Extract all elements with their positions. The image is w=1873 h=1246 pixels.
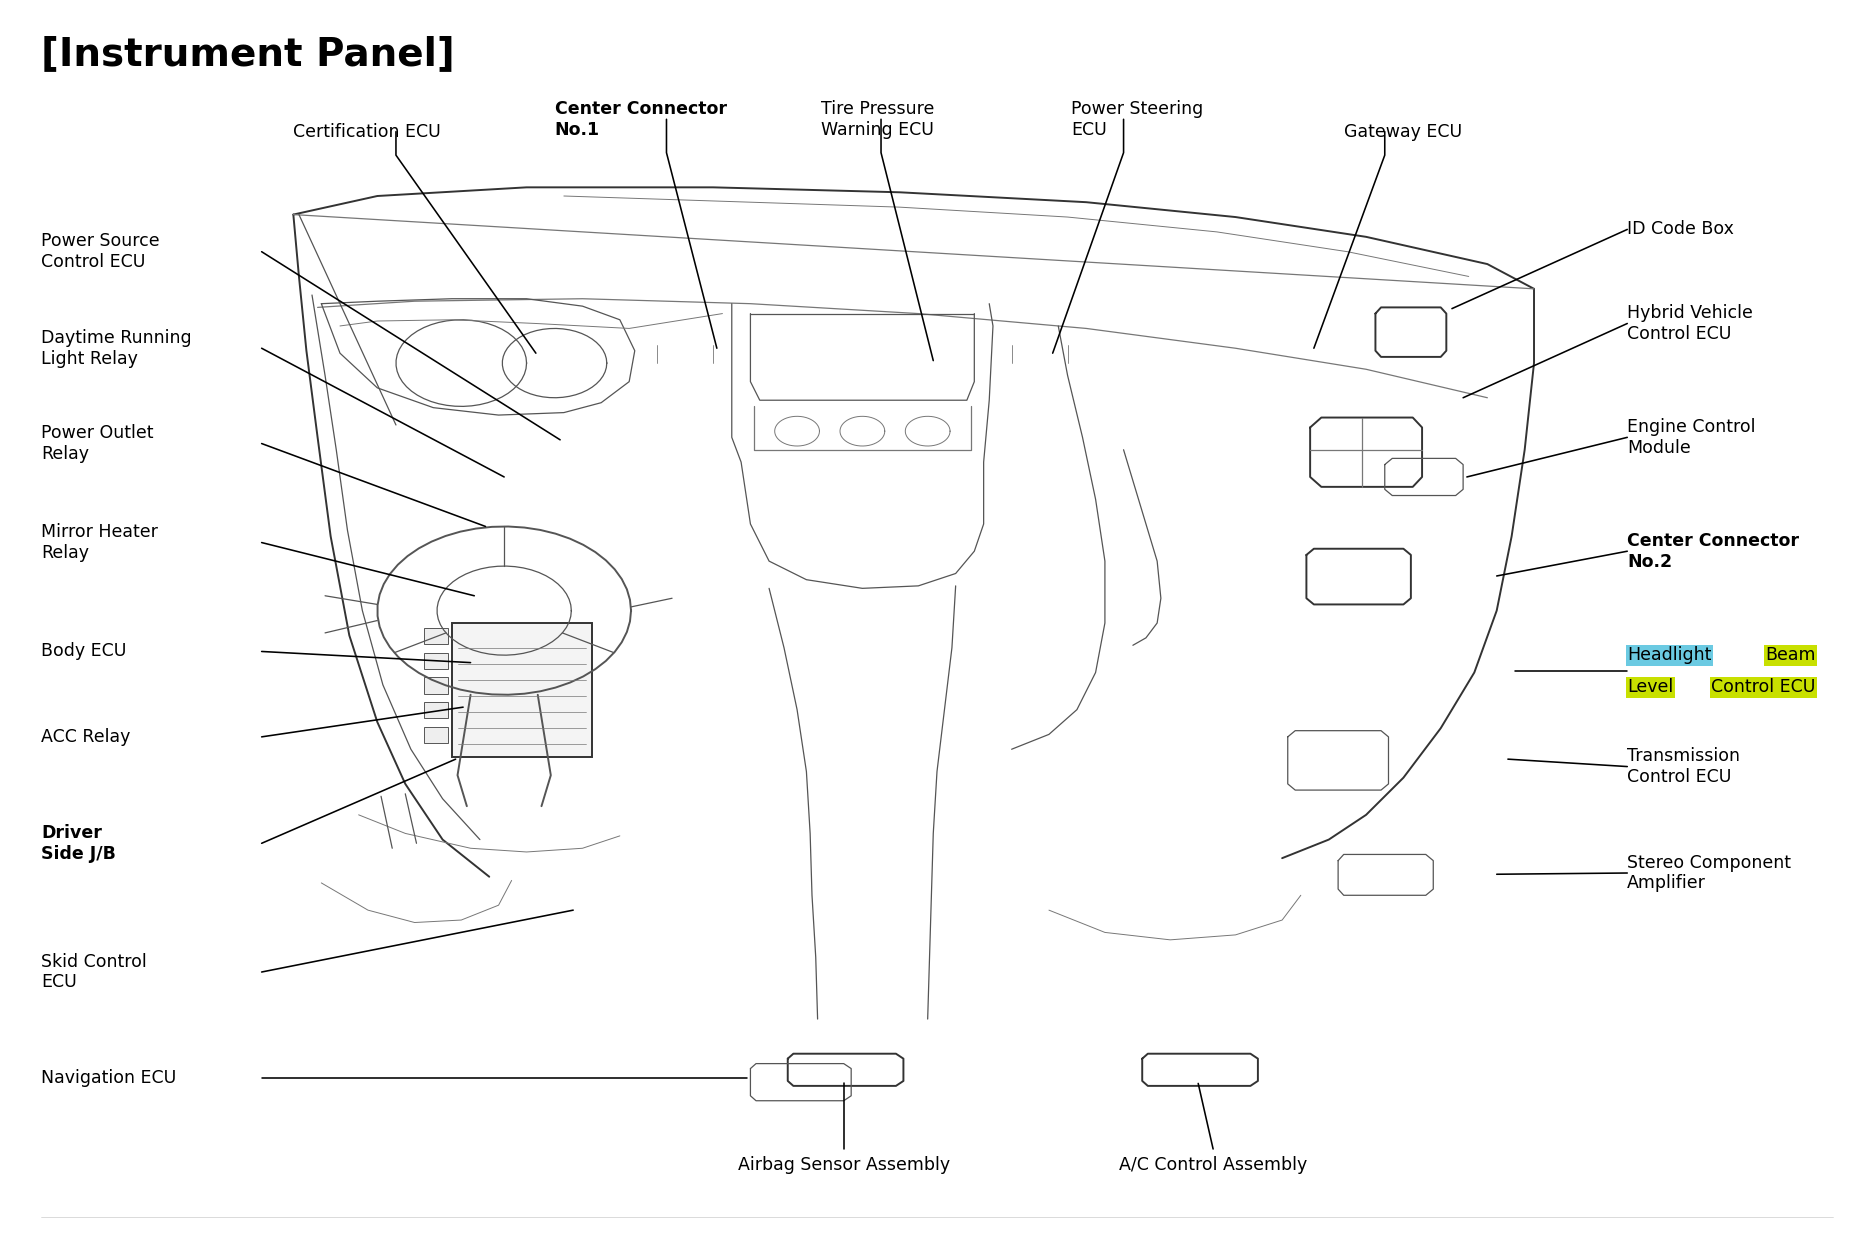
Text: Engine Control
Module: Engine Control Module	[1626, 417, 1755, 457]
Text: Body ECU: Body ECU	[41, 643, 127, 660]
FancyBboxPatch shape	[423, 703, 448, 718]
Text: Control ECU: Control ECU	[1710, 678, 1815, 697]
Text: Airbag Sensor Assembly: Airbag Sensor Assembly	[738, 1156, 950, 1174]
Text: ID Code Box: ID Code Box	[1626, 221, 1733, 238]
Text: Gateway ECU: Gateway ECU	[1343, 122, 1461, 141]
Text: [Instrument Panel]: [Instrument Panel]	[41, 35, 455, 74]
Text: Stereo Component
Amplifier: Stereo Component Amplifier	[1626, 854, 1791, 892]
FancyBboxPatch shape	[423, 726, 448, 743]
Text: Level: Level	[1626, 678, 1673, 697]
Text: A/C Control Assembly: A/C Control Assembly	[1118, 1156, 1307, 1174]
FancyBboxPatch shape	[423, 678, 448, 694]
Text: Center Connector
No.2: Center Connector No.2	[1626, 532, 1798, 571]
Text: Power Source
Control ECU: Power Source Control ECU	[41, 232, 159, 272]
Text: Center Connector
No.1: Center Connector No.1	[554, 100, 727, 138]
Text: Transmission
Control ECU: Transmission Control ECU	[1626, 748, 1740, 786]
Text: Mirror Heater
Relay: Mirror Heater Relay	[41, 523, 159, 562]
Text: Tire Pressure
Warning ECU: Tire Pressure Warning ECU	[820, 100, 935, 138]
Text: Certification ECU: Certification ECU	[294, 122, 440, 141]
Text: Daytime Running
Light Relay: Daytime Running Light Relay	[41, 329, 193, 368]
Text: Power Steering
ECU: Power Steering ECU	[1071, 100, 1202, 138]
Text: Headlight: Headlight	[1626, 647, 1710, 664]
Text: Hybrid Vehicle
Control ECU: Hybrid Vehicle Control ECU	[1626, 304, 1753, 343]
Text: Driver
Side J/B: Driver Side J/B	[41, 824, 116, 862]
Text: Skid Control
ECU: Skid Control ECU	[41, 953, 148, 992]
FancyBboxPatch shape	[451, 623, 592, 756]
FancyBboxPatch shape	[423, 628, 448, 644]
Text: Power Outlet
Relay: Power Outlet Relay	[41, 424, 154, 464]
Text: Navigation ECU: Navigation ECU	[41, 1069, 176, 1088]
Text: Beam: Beam	[1764, 647, 1815, 664]
Text: ACC Relay: ACC Relay	[41, 728, 131, 746]
FancyBboxPatch shape	[423, 653, 448, 669]
